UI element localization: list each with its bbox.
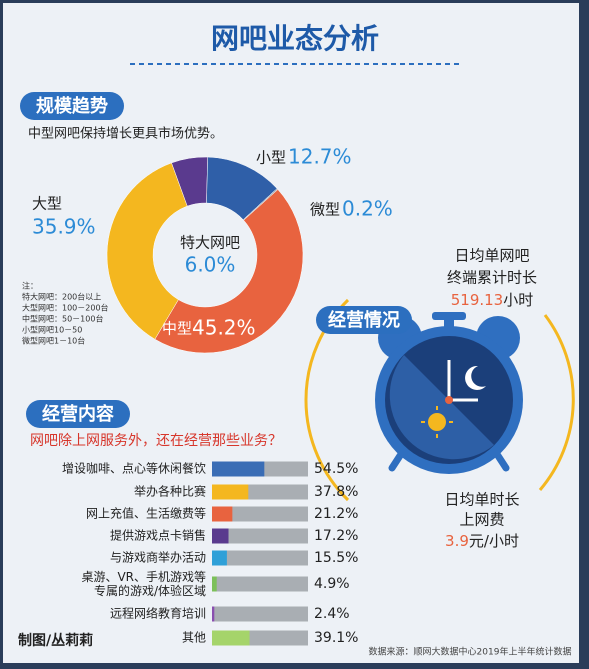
bar-label: 远程网络教育培训: [110, 606, 206, 621]
slice-value: 6.0%: [185, 253, 236, 277]
bar-value: 37.8%: [314, 484, 358, 500]
stat-number: 519.13: [451, 291, 504, 309]
section-pill: [26, 400, 130, 428]
bar: [212, 576, 217, 592]
bar-value: 54.5%: [314, 461, 358, 477]
note: 大型网吧：100－200台: [22, 303, 109, 313]
section-pill: [316, 306, 412, 334]
note: 中型网吧：50－100台: [22, 314, 103, 324]
bar-label: 提供游戏点卡销售: [110, 528, 206, 543]
bar-value: 2.4%: [314, 606, 350, 622]
bar: [212, 550, 227, 566]
slice-value: 45.2%: [192, 316, 256, 340]
slice-label: 大型: [32, 195, 62, 213]
slice-value: 12.7%: [288, 145, 352, 169]
question: 网吧除上网服务外，还在经营那些业务？: [30, 433, 282, 449]
section-header: 规模趋势: [36, 95, 108, 117]
bar-track: [212, 528, 308, 544]
slice-label: 小型: [256, 149, 286, 167]
section-header: 经营内容: [42, 403, 114, 425]
bar-track: [212, 606, 308, 622]
pie-slice: [154, 189, 304, 354]
bar-track: [212, 550, 308, 566]
bar-value: 21.2%: [314, 506, 358, 522]
bar: [212, 484, 249, 500]
note: 特大网吧：200台以上: [22, 292, 101, 302]
stat-label: 终端累计时长: [447, 269, 537, 287]
note: 注：: [22, 281, 38, 291]
bar: [212, 461, 265, 477]
label-line: 专属的游戏/体验区域: [94, 583, 206, 598]
slice-value: 0.2%: [342, 197, 393, 221]
bar-value: 15.5%: [314, 550, 358, 566]
note: 小型网吧10－50: [22, 326, 82, 335]
stat-label: 日均单时长: [444, 491, 519, 509]
bar-track: [212, 506, 308, 522]
bar-label: 其他: [182, 631, 206, 645]
slice-value: 35.9%: [32, 215, 96, 239]
bar-track: [212, 576, 308, 592]
slice-label: 特大网吧: [180, 234, 240, 252]
stat-value: 3.9元/小时: [445, 532, 519, 550]
slice-label: 微型: [310, 201, 340, 219]
stat-value: 519.13小时: [451, 291, 534, 309]
section-header: 经营情况: [328, 309, 400, 331]
slice-label: 中型: [162, 320, 192, 338]
bar: [212, 606, 215, 622]
label-line: 桌游、VR、手机游戏等: [81, 570, 206, 584]
subtitle: 中型网吧保持增长更具市场优势。: [28, 126, 223, 142]
bar-label: 增设咖啡、点心等休闲餐饮: [62, 461, 206, 476]
bar-label: 网上充值、生活缴费等: [86, 506, 206, 521]
pie-slice: [106, 162, 188, 340]
bar-value: 39.1%: [314, 630, 358, 646]
credit: 制图/丛莉莉: [18, 632, 93, 649]
bar: [212, 630, 250, 646]
bar-label: 与游戏商举办活动: [110, 550, 206, 565]
section-pill: [20, 92, 124, 120]
stat-unit: 小时: [503, 291, 533, 309]
stat-unit: 元/小时: [469, 532, 519, 550]
bar-label: 举办各种比赛: [134, 484, 206, 499]
bar-label: 桌游、VR、手机游戏等专属的游戏/体验区域: [81, 570, 206, 598]
bar-value: 17.2%: [314, 528, 358, 544]
stat-label: 日均单网吧: [454, 247, 529, 265]
note: 微型网吧1－10台: [22, 336, 85, 346]
bar: [212, 528, 229, 544]
bar: [212, 506, 233, 522]
bar-value: 4.9%: [314, 576, 350, 592]
source: 数据来源：顺网大数据中心2019年上半年统计数据: [369, 646, 572, 658]
stat-label: 上网费: [459, 511, 504, 529]
page-title: 网吧业态分析: [211, 22, 379, 55]
stat-number: 3.9: [445, 532, 469, 550]
